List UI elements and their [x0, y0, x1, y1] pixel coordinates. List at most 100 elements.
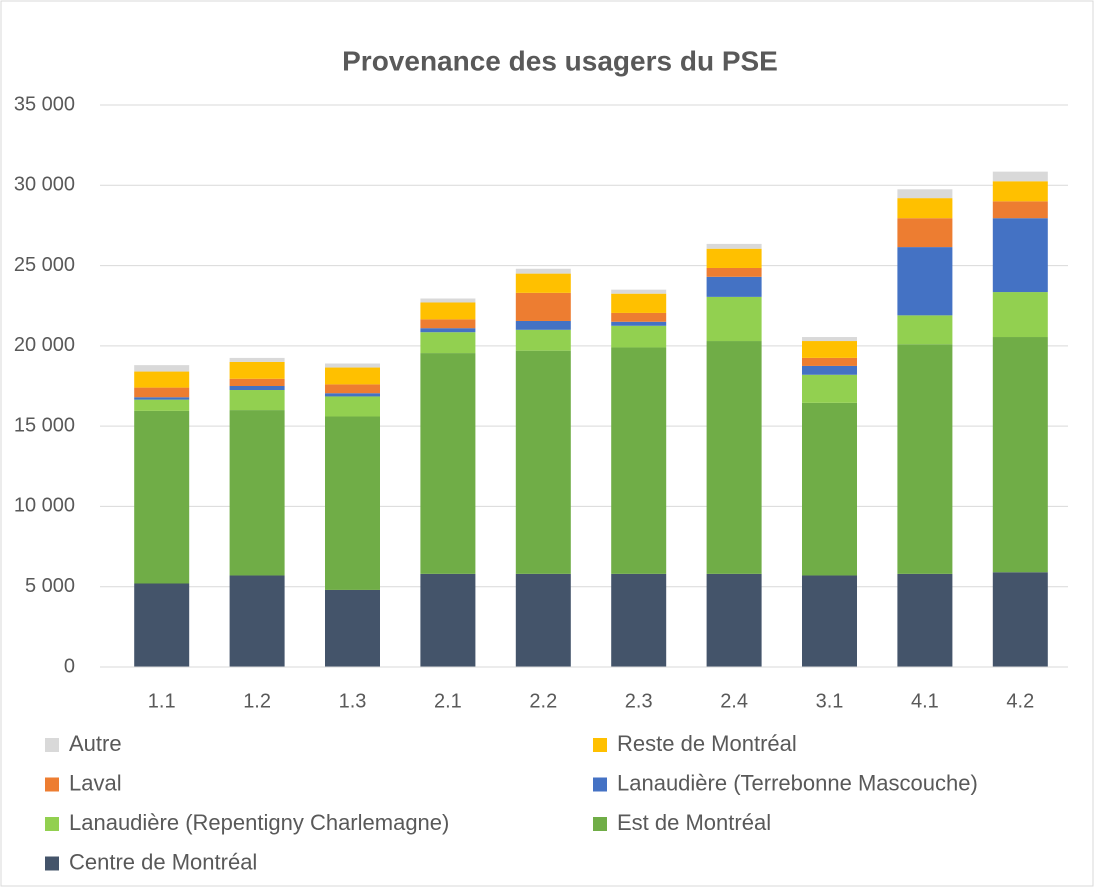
y-tick-label: 5 000 [25, 575, 75, 597]
bar-segment [992, 201, 1048, 219]
x-tick-label: 3.1 [816, 690, 844, 712]
bar-segment [897, 573, 953, 667]
bar-segment [134, 387, 190, 398]
x-tick-label: 1.2 [243, 690, 271, 712]
bar-segment [325, 589, 380, 667]
bar-segment [325, 367, 380, 385]
bar-segment [897, 198, 953, 219]
bar-segment [802, 374, 857, 403]
bar-segment [802, 402, 857, 576]
bar-segment [515, 268, 571, 274]
bar-segment [420, 332, 476, 354]
bar-segment [515, 320, 571, 330]
legend-label: Autre [69, 731, 122, 756]
y-tick-label: 20 000 [14, 334, 75, 356]
bar-segment [706, 341, 762, 574]
y-tick-label: 30 000 [14, 174, 75, 196]
bar-segment [802, 341, 857, 358]
bar-segment [325, 416, 380, 590]
bar-segment [134, 371, 190, 388]
bar-segment [992, 171, 1048, 182]
bar-segment [420, 328, 476, 333]
legend-label: Est de Montréal [617, 810, 771, 835]
x-tick-label: 4.2 [1006, 690, 1034, 712]
bar-segment [134, 399, 190, 411]
legend-label: Lanaudière (Terrebonne Mascouche) [617, 770, 978, 795]
bar-segment [420, 319, 476, 329]
bar-segment [325, 396, 380, 417]
legend-swatch [45, 738, 59, 752]
legend-swatch [45, 856, 59, 871]
bar-segment [611, 347, 667, 574]
bar-segment [611, 312, 667, 322]
bar-segment [229, 378, 285, 386]
y-tick-label: 25 000 [14, 254, 75, 276]
bar-segment [515, 573, 571, 667]
bar-segment [325, 363, 380, 368]
y-tick-label: 15 000 [14, 414, 75, 436]
legend-label: Laval [69, 770, 122, 795]
legend-swatch [593, 738, 607, 752]
bar-segment [992, 218, 1048, 293]
bar-segment [802, 575, 857, 667]
legend-label: Lanaudière (Repentigny Charlemagne) [69, 810, 449, 835]
x-tick-label: 1.1 [148, 690, 176, 712]
bar-segment [420, 302, 476, 320]
bar-segment [515, 350, 571, 574]
bar-segment [134, 583, 190, 667]
bar-segment [229, 361, 285, 379]
bar-segment [420, 573, 476, 667]
legend-swatch [593, 817, 607, 831]
bar-segment [611, 293, 667, 313]
bar-segment [992, 337, 1048, 573]
bar-segment [706, 267, 762, 277]
bar-segment [992, 181, 1048, 202]
bar-segment [325, 384, 380, 394]
bar-segment [802, 357, 857, 366]
bar-segment [706, 243, 762, 249]
bar-segment [229, 575, 285, 667]
legend-label: Reste de Montréal [617, 731, 797, 756]
bar-segment [992, 572, 1048, 667]
bar-segment [229, 357, 285, 362]
bar-segment [515, 329, 571, 351]
bar-segment [134, 410, 190, 584]
y-tick-label: 35 000 [14, 93, 75, 115]
legend-swatch [45, 777, 59, 792]
bar-segment [515, 273, 571, 293]
bar-segment [802, 337, 857, 342]
y-tick-label: 0 [64, 655, 75, 677]
x-tick-label: 2.3 [625, 690, 653, 712]
x-tick-label: 2.4 [720, 690, 748, 712]
bar-segment [897, 189, 953, 199]
bar-segment [706, 276, 762, 297]
bar-segment [706, 248, 762, 268]
bar-segment [229, 386, 285, 391]
bar-segment [229, 390, 285, 411]
bar-segment [611, 573, 667, 667]
bar-segment [611, 289, 667, 294]
bar-segment [325, 393, 380, 397]
chart-title: Provenance des usagers du PSE [342, 45, 778, 76]
bar-segment [897, 247, 953, 316]
bar-segment [229, 410, 285, 576]
bar-segment [611, 321, 667, 326]
bar-segment [706, 296, 762, 342]
bar-segment [897, 344, 953, 574]
x-tick-label: 4.1 [911, 690, 939, 712]
x-tick-label: 2.1 [434, 690, 462, 712]
bar-segment [611, 325, 667, 348]
bar-segment [134, 365, 190, 372]
bar-segment [134, 397, 190, 400]
x-tick-label: 2.2 [529, 690, 557, 712]
y-tick-label: 10 000 [14, 495, 75, 517]
legend-swatch [45, 817, 59, 831]
bar-segment [420, 298, 476, 303]
bar-segment [897, 218, 953, 248]
bar-segment [706, 573, 762, 667]
bar-segment [802, 365, 857, 375]
bar-segment [515, 292, 571, 321]
legend-swatch [593, 777, 607, 792]
x-tick-label: 1.3 [339, 690, 367, 712]
